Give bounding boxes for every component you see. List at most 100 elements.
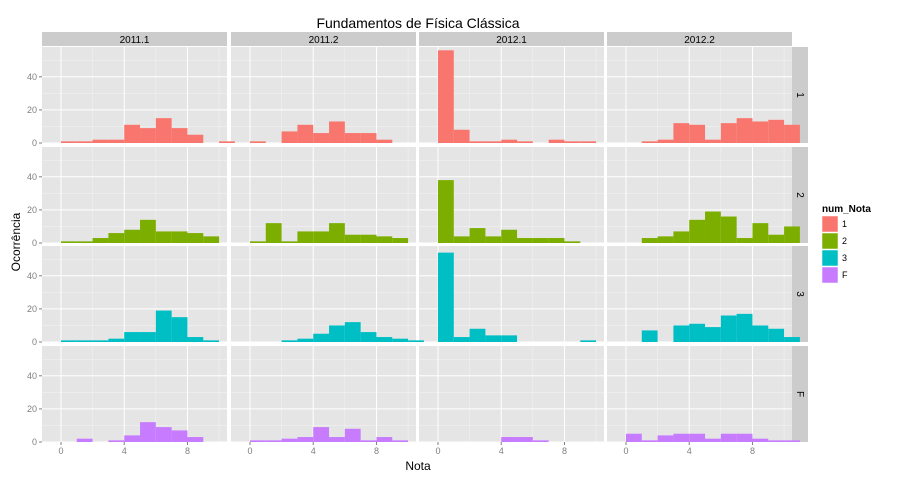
histogram-bar <box>408 340 424 342</box>
histogram-bar <box>171 430 188 442</box>
x-tick-label: 0 <box>247 446 252 456</box>
histogram-bar <box>344 133 361 143</box>
histogram-bar <box>76 340 93 342</box>
histogram-bar <box>768 234 785 243</box>
histogram-bar <box>752 121 769 143</box>
histogram-bar <box>501 335 518 342</box>
legend-label: 3 <box>842 253 847 263</box>
legend: num_Nota 1 2 3 F <box>821 204 871 284</box>
panel-background <box>607 346 792 442</box>
histogram-bar <box>485 335 502 342</box>
histogram-bar <box>124 229 141 243</box>
histogram-bar <box>784 337 800 342</box>
histogram-bar <box>469 328 486 342</box>
histogram-bar <box>673 231 690 243</box>
histogram-bar <box>392 238 409 243</box>
histogram-bar <box>360 234 377 243</box>
histogram-bar <box>376 437 393 442</box>
histogram-bar <box>108 139 125 143</box>
facet-strip-label: 2011.1 <box>120 35 150 46</box>
y-tick-label: 20 <box>27 105 37 115</box>
y-tick-label: 20 <box>27 404 37 414</box>
histogram-bar <box>249 141 266 143</box>
histogram-bar <box>219 141 235 143</box>
histogram-bar <box>329 223 345 243</box>
histogram-bar <box>313 333 330 342</box>
histogram-bar <box>768 119 785 143</box>
histogram-bar <box>705 139 721 143</box>
y-axis-label: Ocorrência <box>9 212 23 271</box>
histogram-bar <box>281 241 298 243</box>
histogram-bar <box>641 440 658 442</box>
histogram-bar <box>392 440 409 442</box>
facet-strip-column <box>607 32 792 46</box>
histogram-bar <box>517 238 533 243</box>
histogram-bar <box>155 310 172 342</box>
histogram-bar <box>124 435 141 442</box>
legend-label: F <box>842 270 848 280</box>
histogram-bar <box>689 323 706 342</box>
histogram-bar <box>564 241 581 243</box>
panel-background <box>231 147 416 243</box>
histogram-bar <box>360 440 377 442</box>
histogram-bar <box>736 313 753 342</box>
x-tick-label: 8 <box>374 446 379 456</box>
x-tick-label: 8 <box>750 446 755 456</box>
histogram-bar <box>187 437 204 442</box>
panel-background <box>42 147 227 243</box>
histogram-bar <box>580 340 597 342</box>
histogram-bar <box>768 440 785 442</box>
histogram-bar <box>705 211 721 243</box>
histogram-bar <box>625 433 642 442</box>
y-tick-label: 40 <box>27 271 37 281</box>
histogram-bar <box>187 337 204 342</box>
y-tick-label: 0 <box>32 238 37 248</box>
histogram-bar <box>469 141 486 143</box>
histogram-bar <box>501 229 518 243</box>
legend-label: 1 <box>842 219 847 229</box>
histogram-bar <box>249 241 266 243</box>
panel-background <box>231 346 416 442</box>
facet-strip-label: 1 <box>794 92 805 98</box>
x-tick-label: 0 <box>623 446 628 456</box>
facet-strip-label: F <box>794 391 805 397</box>
histogram-bar <box>376 236 393 243</box>
histogram-bar <box>124 332 141 342</box>
histogram-bar <box>203 236 220 243</box>
histogram-bar <box>76 141 93 143</box>
histogram-bar <box>344 428 361 442</box>
histogram-bar <box>92 139 109 143</box>
histogram-bar <box>720 216 737 243</box>
histogram-bar <box>517 437 533 442</box>
facet-strip-column <box>419 32 604 46</box>
facet-strip-label: 2012.1 <box>496 35 527 46</box>
x-tick-label: 8 <box>185 446 190 456</box>
y-tick-label: 20 <box>27 304 37 314</box>
histogram-bar <box>392 338 409 342</box>
histogram-bar <box>720 315 737 342</box>
histogram-bar <box>376 139 393 143</box>
histogram-bar <box>689 124 706 143</box>
histogram-bar <box>344 322 361 342</box>
histogram-bar <box>313 231 330 243</box>
histogram-bar <box>580 141 597 143</box>
histogram-bar <box>281 438 298 442</box>
histogram-bar <box>60 141 77 143</box>
histogram-bar <box>641 330 658 342</box>
panel-background <box>42 246 227 342</box>
histogram-bar <box>705 327 721 342</box>
histogram-bar <box>437 252 454 342</box>
histogram-bar <box>92 238 109 243</box>
histogram-bar <box>548 139 565 143</box>
histogram-bar <box>297 437 314 442</box>
histogram-bar <box>453 129 470 143</box>
histogram-bar <box>736 433 753 442</box>
facet-strip-column <box>42 32 227 46</box>
histogram-bar <box>501 437 518 442</box>
histogram-bar <box>329 437 345 442</box>
histogram-bar <box>532 440 549 442</box>
histogram-bar <box>313 133 330 143</box>
chart-title: Fundamentos de Física Clássica <box>316 15 519 31</box>
